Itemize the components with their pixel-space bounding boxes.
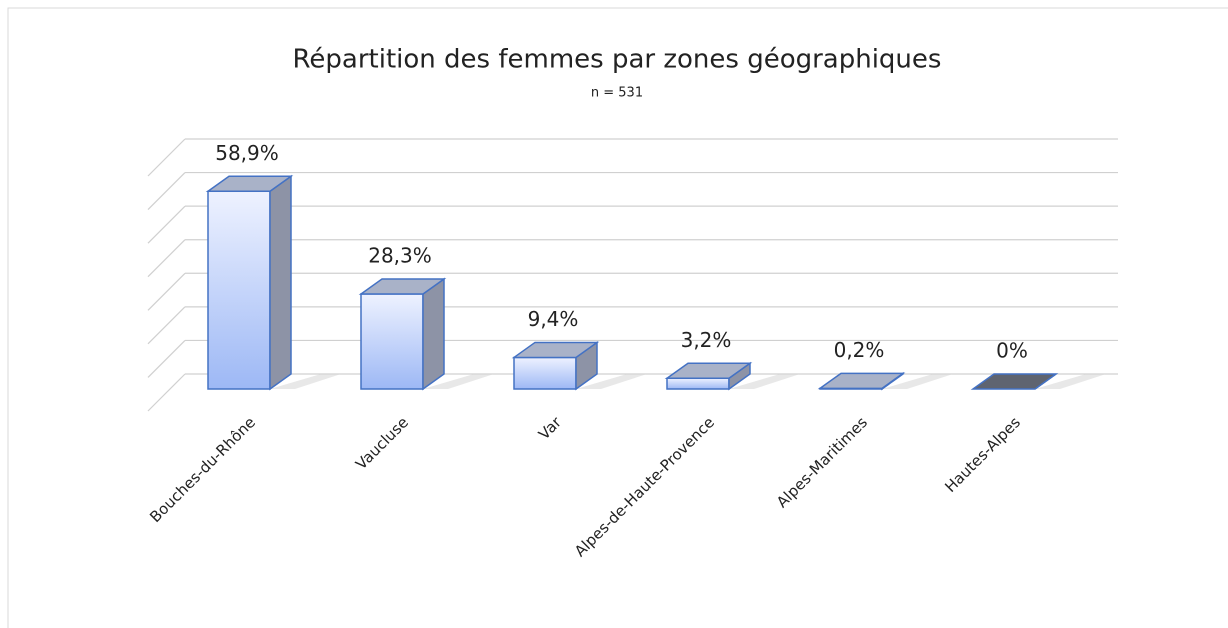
bar-top	[970, 373, 1059, 390]
grid-side	[147, 340, 186, 378]
bar-top	[358, 278, 447, 295]
grid-side	[147, 239, 186, 278]
x-tick-label: Vaucluse	[352, 413, 412, 473]
x-tick-label: Alpes-Maritimes	[773, 413, 871, 511]
bar-top	[205, 175, 294, 193]
data-label: 58,9%	[215, 141, 279, 165]
bar-shadow	[423, 374, 494, 389]
chart-title: Répartition des femmes par zones géograp…	[293, 45, 942, 75]
bar-shadow	[882, 374, 953, 389]
bar-front	[360, 293, 424, 390]
chart-subtitle: n = 531	[591, 86, 643, 101]
bar-top	[511, 341, 600, 359]
data-label: 9,4%	[528, 307, 579, 331]
bar-shadow	[576, 374, 647, 389]
data-label: 3,2%	[681, 328, 732, 352]
chart-frame	[7, 7, 1228, 628]
bar-shadow	[1035, 374, 1106, 389]
grid-side	[147, 306, 186, 345]
bar-side	[269, 174, 292, 391]
bar-top	[664, 362, 753, 380]
grid-side	[147, 205, 186, 244]
bar-front	[666, 377, 730, 390]
bar-shadow	[729, 374, 800, 389]
grid-side	[147, 373, 186, 412]
data-label: 28,3%	[368, 243, 432, 267]
bar-shadow	[270, 374, 341, 389]
grid-side	[147, 172, 186, 210]
x-tick-label: Bouches-du-Rhône	[146, 413, 259, 526]
data-label: 0%	[996, 339, 1028, 363]
bar-front	[513, 356, 577, 390]
x-tick-label: Alpes-de-Haute-Provence	[571, 413, 718, 560]
grid-side	[147, 272, 186, 311]
bar-top	[817, 372, 906, 390]
bar-side	[422, 277, 445, 391]
data-label: 0,2%	[834, 338, 885, 362]
grid-side	[147, 138, 186, 177]
x-tick-label: Hautes-Alpes	[941, 413, 1024, 496]
bar-front	[207, 190, 271, 390]
x-tick-label: Var	[535, 413, 566, 444]
